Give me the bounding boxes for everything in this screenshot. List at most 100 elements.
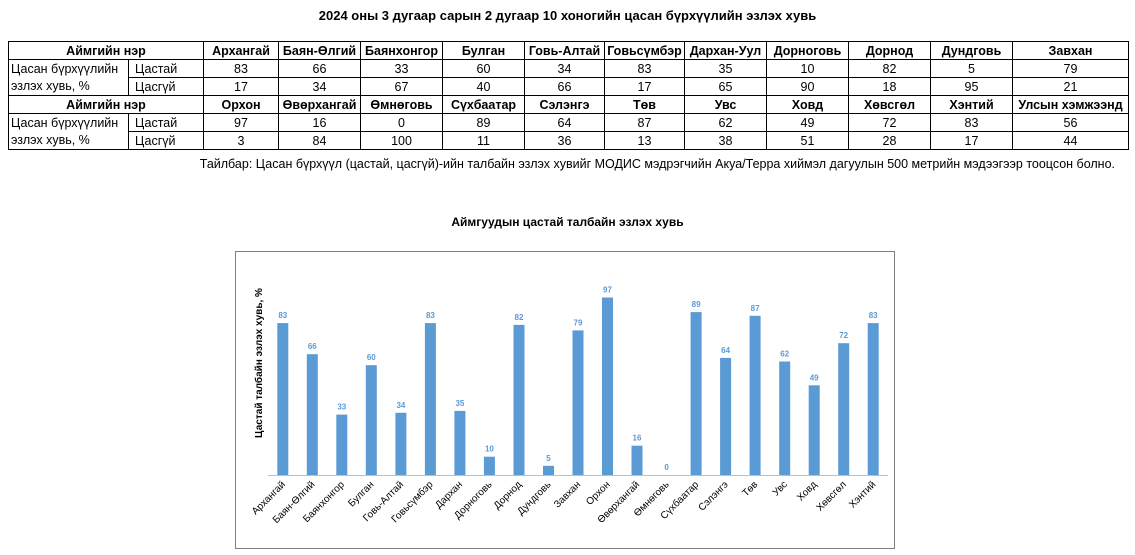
nosnow-value: 17 (604, 77, 685, 96)
tick-label: Увс (771, 479, 790, 498)
data-label: 64 (721, 346, 730, 355)
tick-label: Төв (740, 479, 760, 499)
nosnow-value: 21 (1012, 77, 1129, 96)
page-title: 2024 оны 3 дугаар сарын 2 дугаар 10 хоно… (318, 8, 817, 23)
row-label: эзлэх хувь, % (8, 131, 129, 150)
snow-value: 35 (684, 59, 767, 78)
bar (749, 315, 761, 475)
bar (631, 445, 643, 475)
tick-label: Хэнтий (847, 479, 878, 510)
bar-chart: Цастай талбайн эзлэх хувь, % 83Архангай66… (250, 286, 888, 526)
snow-value: 72 (848, 113, 931, 132)
nosnow-value: 66 (524, 77, 605, 96)
bar (838, 343, 850, 475)
snow-value: 16 (278, 113, 361, 132)
snow-label: Цастай (128, 113, 204, 132)
row-label: эзлэх хувь, % (8, 77, 129, 96)
snow-value: 89 (442, 113, 525, 132)
data-label: 72 (839, 331, 848, 340)
snow-value: 34 (524, 59, 605, 78)
row-label: Цасан бүрхүүлийн (8, 113, 129, 132)
snow-value: 83 (604, 59, 685, 78)
aimag-name: Дундговь (930, 41, 1013, 60)
chart-title: Аймгуудын цастай талбайн эзлэх хувь (451, 215, 684, 229)
nosnow-value: 3 (203, 131, 279, 150)
aimag-name: Завхан (1012, 41, 1129, 60)
data-label: 82 (515, 313, 524, 322)
bar (336, 414, 348, 475)
table-row-snow: Цасан бүрхүүлийн Цастай 97 16 0 89 64 87 62 49 72 8… (8, 113, 1129, 132)
nosnow-value: 17 (203, 77, 279, 96)
nosnow-value: 100 (360, 131, 443, 150)
data-label: 83 (426, 311, 435, 320)
y-axis-label: Цастай талбайн эзлэх хувь, % (253, 288, 265, 438)
bar (395, 412, 407, 475)
tick-label: Сэлэнгэ (697, 479, 731, 513)
bar (808, 385, 820, 475)
snow-value: 66 (278, 59, 361, 78)
tick-label: Ховд (795, 479, 819, 503)
aimag-name: Өмнөговь (360, 95, 443, 114)
data-label: 87 (751, 304, 760, 313)
nosnow-value: 38 (684, 131, 767, 150)
bar (690, 312, 702, 475)
aimag-name: Төв (604, 95, 685, 114)
data-label: 62 (780, 350, 789, 359)
bar (720, 357, 732, 475)
snow-value: 49 (766, 113, 849, 132)
data-label: 35 (455, 399, 464, 408)
aimag-name: Хөвсгөл (848, 95, 931, 114)
snow-value: 0 (360, 113, 443, 132)
table-row-snow: Цасан бүрхүүлийн Цастай 83 66 33 60 34 83 35 10 82… (8, 59, 1129, 78)
data-label: 5 (546, 454, 551, 463)
nosnow-value: 90 (766, 77, 849, 96)
table-note: Тайлбар: Цасан бүрхүүл (цастай, цасгүй)-… (199, 157, 1115, 171)
aimag-name: Ховд (766, 95, 849, 114)
snow-value: 60 (442, 59, 525, 78)
snow-value: 56 (1012, 113, 1129, 132)
tick-label: Орхон (584, 479, 612, 507)
aimag-name: Говьсүмбэр (604, 41, 685, 60)
data-label: 66 (308, 342, 317, 351)
data-label: 10 (485, 445, 494, 454)
nosnow-value: 13 (604, 131, 685, 150)
nosnow-value: 28 (848, 131, 931, 150)
bar (543, 465, 554, 475)
aimag-name: Улсын хэмжээнд (1012, 95, 1129, 114)
aimag-name: Баян-Өлгий (278, 41, 361, 60)
aimag-name: Сүхбаатар (442, 95, 525, 114)
data-label: 60 (367, 353, 376, 362)
table-row-nosnow: эзлэх хувь, % Цасгүй 17 34 67 40 66 17 65 90 18 95 2… (8, 77, 1129, 96)
aimag-name: Булган (442, 41, 525, 60)
nosnow-value: 67 (360, 77, 443, 96)
aimag-name: Хэнтий (930, 95, 1013, 114)
aimag-name: Архангай (203, 41, 279, 60)
bar (779, 361, 791, 475)
nosnow-value: 84 (278, 131, 361, 150)
bar (365, 365, 377, 475)
aimag-name: Сэлэнгэ (524, 95, 605, 114)
bar (424, 323, 436, 475)
snow-value: 83 (203, 59, 279, 78)
bar (306, 354, 318, 475)
data-label: 83 (278, 311, 287, 320)
header-label: Аймгийн нэр (8, 41, 204, 60)
aimag-name: Баянхонгор (360, 41, 443, 60)
data-label: 89 (692, 300, 701, 309)
aimag-name: Дорноговь (766, 41, 849, 60)
snow-value: 82 (848, 59, 931, 78)
nosnow-value: 36 (524, 131, 605, 150)
bar (602, 297, 613, 475)
aimag-name: Орхон (203, 95, 279, 114)
data-label: 33 (337, 403, 346, 412)
bar (454, 410, 466, 475)
nosnow-value: 17 (930, 131, 1013, 150)
snow-value: 64 (524, 113, 605, 132)
table-header-row: Аймгийн нэр Орхон Өвөрхангай Өмнөговь Сүхбаа… (8, 95, 1129, 114)
data-label: 49 (810, 373, 819, 382)
nosnow-value: 11 (442, 131, 525, 150)
nosnow-value: 51 (766, 131, 849, 150)
snow-value: 33 (360, 59, 443, 78)
snow-value: 97 (203, 113, 279, 132)
bar (572, 330, 584, 475)
